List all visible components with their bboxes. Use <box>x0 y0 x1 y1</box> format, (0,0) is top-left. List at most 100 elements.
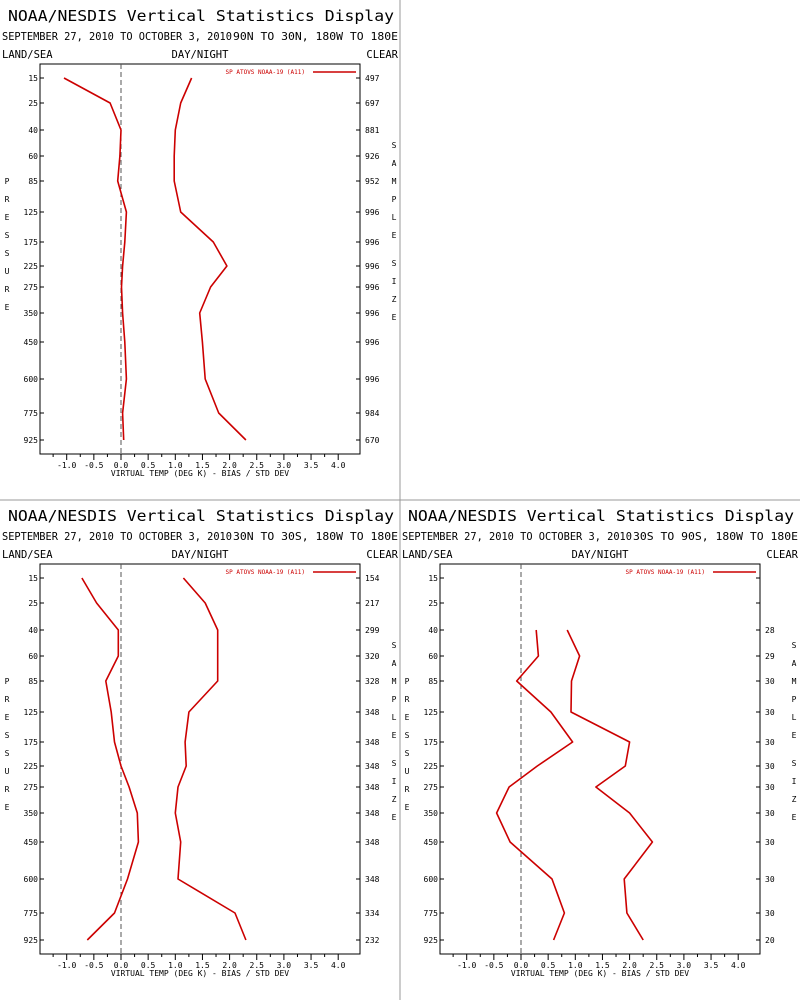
day-night-label: DAY/NIGHT <box>572 549 630 561</box>
chart-panel-bottom-right: NOAA/NESDIS Vertical Statistics Display S… <box>402 507 799 978</box>
pressure-level-label: 600 <box>24 375 39 384</box>
pressure-level-label: 175 <box>24 238 39 247</box>
sample-size-label: 952 <box>365 177 380 186</box>
pressure-axis-letter: P <box>5 677 10 686</box>
sample-size-axis-letter: S <box>392 759 397 768</box>
sample-size-axis-letter: E <box>792 731 797 740</box>
std-dev-series-line <box>566 629 654 941</box>
legend-label: SP ATOVS NOAA-19 (A11) <box>226 69 305 76</box>
sample-size-label: 328 <box>365 677 380 686</box>
pressure-level-label: 350 <box>24 309 39 318</box>
x-tick-label: 3.5 <box>704 961 719 970</box>
sample-size-label: 996 <box>365 283 380 292</box>
pressure-axis-letter: R <box>405 695 410 704</box>
pressure-axis-letter: P <box>5 177 10 186</box>
x-tick-label: 0.0 <box>514 961 529 970</box>
x-tick-label: 2.0 <box>222 961 237 970</box>
x-axis-label: VIRTUAL TEMP (DEG K) - BIAS / STD DEV <box>111 969 289 978</box>
pressure-axis-letter: P <box>405 677 410 686</box>
sample-size-axis-letter: I <box>392 777 397 786</box>
sample-size-axis-letter: L <box>392 713 397 722</box>
pressure-level-label: 125 <box>424 708 439 717</box>
sample-size-axis-letter: P <box>392 695 397 704</box>
sample-size-label: 348 <box>365 762 380 771</box>
sample-size-axis-letter: A <box>792 659 797 668</box>
sample-size-axis-letter: S <box>392 259 397 268</box>
plot-frame <box>39 63 361 455</box>
bias-series-line <box>81 577 140 941</box>
sample-size-label: 154 <box>365 574 380 583</box>
pressure-axis-letter: R <box>5 785 10 794</box>
region-label: 30S TO 90S, 180W TO 180E <box>633 531 798 543</box>
pressure-level-label: 925 <box>424 936 439 945</box>
pressure-axis-letter: E <box>405 713 410 722</box>
pressure-axis-letter: S <box>405 731 410 740</box>
pressure-level-label: 350 <box>424 809 439 818</box>
pressure-level-label: 225 <box>24 262 39 271</box>
chart-panel-top-left: NOAA/NESDIS Vertical Statistics Display S… <box>2 7 399 478</box>
x-tick-label: 2.5 <box>250 461 265 470</box>
day-night-label: DAY/NIGHT <box>172 49 230 61</box>
x-tick-label: 3.0 <box>677 961 692 970</box>
sample-size-label: 30 <box>765 809 775 818</box>
pressure-level-label: 275 <box>24 783 39 792</box>
sample-size-label: 30 <box>765 708 775 717</box>
pressure-axis-letter: E <box>5 303 10 312</box>
sample-size-label: 996 <box>365 375 380 384</box>
pressure-level-label: 925 <box>24 936 39 945</box>
sample-size-label: 996 <box>365 309 380 318</box>
sample-size-axis-letter: E <box>392 313 397 322</box>
pressure-level-label: 600 <box>424 875 439 884</box>
sample-size-label: 299 <box>365 626 380 635</box>
sample-size-axis-letter: S <box>792 641 797 650</box>
x-tick-label: 0.0 <box>114 461 129 470</box>
sample-size-label: 881 <box>365 126 380 135</box>
plot-frame <box>439 563 761 955</box>
sample-size-label: 30 <box>765 762 775 771</box>
x-tick-label: 2.5 <box>250 961 265 970</box>
pressure-axis-letter: R <box>405 785 410 794</box>
chart-panel-bottom-left: NOAA/NESDIS Vertical Statistics Display S… <box>2 507 399 978</box>
sample-size-label: 232 <box>365 936 380 945</box>
sample-size-label: 670 <box>365 436 380 445</box>
pressure-axis-letter: E <box>405 803 410 812</box>
pressure-level-label: 125 <box>24 708 39 717</box>
x-tick-label: 0.5 <box>141 961 156 970</box>
pressure-level-label: 450 <box>24 838 39 847</box>
pressure-axis-letter: S <box>5 749 10 758</box>
sample-size-label: 217 <box>365 599 380 608</box>
sample-size-label: 348 <box>365 809 380 818</box>
x-tick-label: -0.5 <box>84 461 103 470</box>
x-tick-label: 3.5 <box>304 961 319 970</box>
sample-size-axis-letter: E <box>392 231 397 240</box>
x-tick-label: 1.0 <box>568 961 583 970</box>
pressure-level-label: 225 <box>424 762 439 771</box>
pressure-level-label: 15 <box>28 574 38 583</box>
sample-size-axis-letter: M <box>392 177 397 186</box>
date-range: SEPTEMBER 27, 2010 TO OCTOBER 3, 2010 <box>402 531 632 543</box>
sample-size-label: 30 <box>765 738 775 747</box>
sample-size-label: 348 <box>365 783 380 792</box>
sample-size-axis-letter: A <box>392 659 397 668</box>
x-tick-label: 1.5 <box>595 961 610 970</box>
sample-size-label: 30 <box>765 677 775 686</box>
sample-size-axis-letter: A <box>392 159 397 168</box>
sample-size-label: 348 <box>365 708 380 717</box>
sample-size-axis-letter: M <box>792 677 797 686</box>
pressure-axis-letter: S <box>5 731 10 740</box>
pressure-level-label: 15 <box>428 574 438 583</box>
x-tick-label: 0.0 <box>114 961 129 970</box>
pressure-level-label: 125 <box>24 208 39 217</box>
pressure-level-label: 775 <box>424 909 439 918</box>
bias-series-line <box>495 629 574 941</box>
sample-size-axis-letter: Z <box>392 295 397 304</box>
x-tick-label: 1.5 <box>195 961 210 970</box>
x-tick-label: 4.0 <box>331 961 346 970</box>
bias-series-line <box>63 77 128 441</box>
sample-size-label: 996 <box>365 208 380 217</box>
x-tick-label: 3.0 <box>277 461 292 470</box>
pressure-level-label: 60 <box>28 652 38 661</box>
date-range: SEPTEMBER 27, 2010 TO OCTOBER 3, 2010 <box>2 31 232 43</box>
pressure-level-label: 275 <box>24 283 39 292</box>
